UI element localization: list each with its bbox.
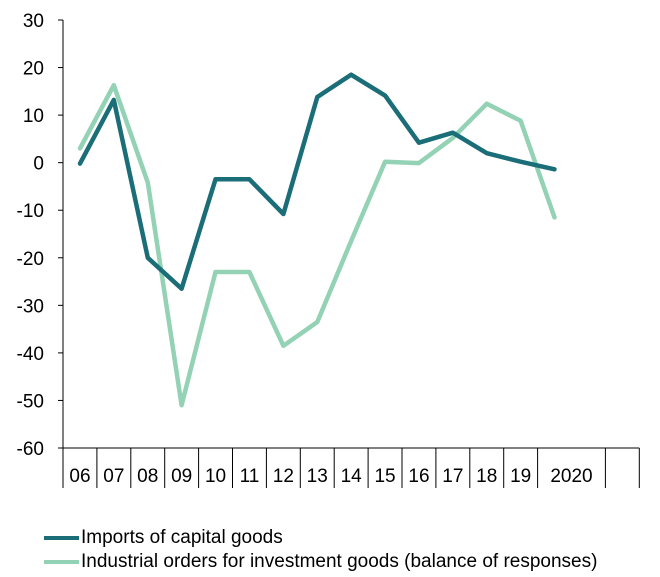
x-tick-label: 18 (476, 466, 497, 487)
y-tick-label: -10 (17, 201, 44, 222)
y-tick-label: 20 (23, 59, 44, 80)
x-tick-label: 11 (240, 466, 260, 487)
legend-item-imports: Imports of capital goods (44, 526, 597, 550)
y-tick-label: 30 (23, 11, 44, 32)
x-tick-label: 17 (442, 466, 463, 487)
x-tick-label: 06 (69, 466, 90, 487)
x-tick-label: 09 (171, 466, 192, 487)
y-tick-label: -20 (17, 249, 44, 270)
x-tick-label: 19 (510, 466, 531, 487)
y-tick-label: -30 (17, 296, 44, 317)
x-tick-label: 08 (137, 466, 158, 487)
x-tick-label: 15 (374, 466, 395, 487)
y-tick-label: 0 (33, 154, 44, 175)
y-tick-label: -40 (17, 344, 44, 365)
legend: Imports of capital goods Industrial orde… (44, 526, 597, 574)
series-line-orders (77, 82, 557, 408)
x-tick-label: 16 (408, 466, 429, 487)
legend-label-imports: Imports of capital goods (81, 527, 283, 548)
y-tick-label: -50 (17, 391, 44, 412)
x-tick-label: 14 (341, 466, 363, 487)
legend-label-orders: Industrial orders for investment goods (… (81, 551, 598, 572)
series-line-imports (77, 72, 557, 291)
x-tick-label: 07 (103, 466, 124, 487)
x-tick-label: 2020 (550, 466, 592, 487)
legend-swatch-imports (44, 536, 79, 540)
legend-swatch-orders (44, 560, 79, 564)
line-chart-plot: 30 20 10 0 -10 -20 -30 -40 -50 -60 06 07 08 09 10 11 12 1… (17, 11, 640, 488)
x-tick-label: 13 (307, 466, 328, 487)
x-tick-label: 12 (273, 466, 294, 487)
y-tick-label: 10 (23, 106, 44, 127)
x-tick-label: 10 (205, 466, 226, 487)
legend-item-orders: Industrial orders for investment goods (… (44, 550, 597, 574)
y-tick-label: -60 (17, 439, 44, 460)
